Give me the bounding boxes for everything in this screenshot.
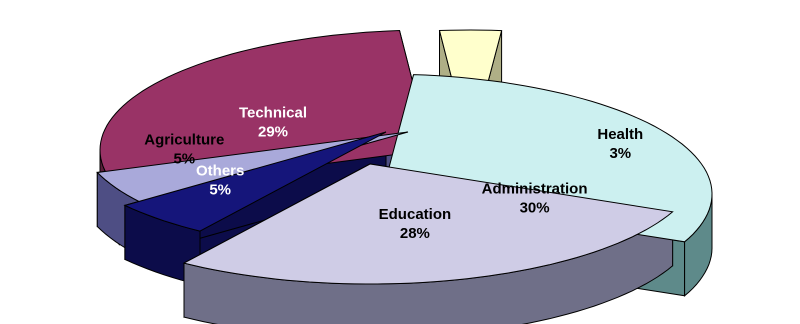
slice-label-administration: Administration <box>482 181 588 198</box>
slice-pct-agriculture: 5% <box>173 151 195 168</box>
slice-pct-education: 28% <box>400 225 430 242</box>
slice-pct-others: 5% <box>209 181 231 198</box>
slice-label-education: Education <box>379 206 452 223</box>
slice-label-technical: Technical <box>239 104 307 121</box>
slice-labels: Health 3% Technical 29% Administration 30% Agr… <box>144 104 643 242</box>
slice-label-health: Health <box>597 126 643 143</box>
slice-others <box>123 131 387 232</box>
slice-tops <box>96 29 713 285</box>
slice-label-agriculture: Agriculture <box>144 132 224 149</box>
slice-pct-technical: 29% <box>258 123 288 140</box>
slice-pct-administration: 30% <box>520 200 550 217</box>
slice-label-others: Others <box>196 162 244 179</box>
slice-education <box>182 163 674 285</box>
slice-pct-health: 3% <box>609 145 631 162</box>
